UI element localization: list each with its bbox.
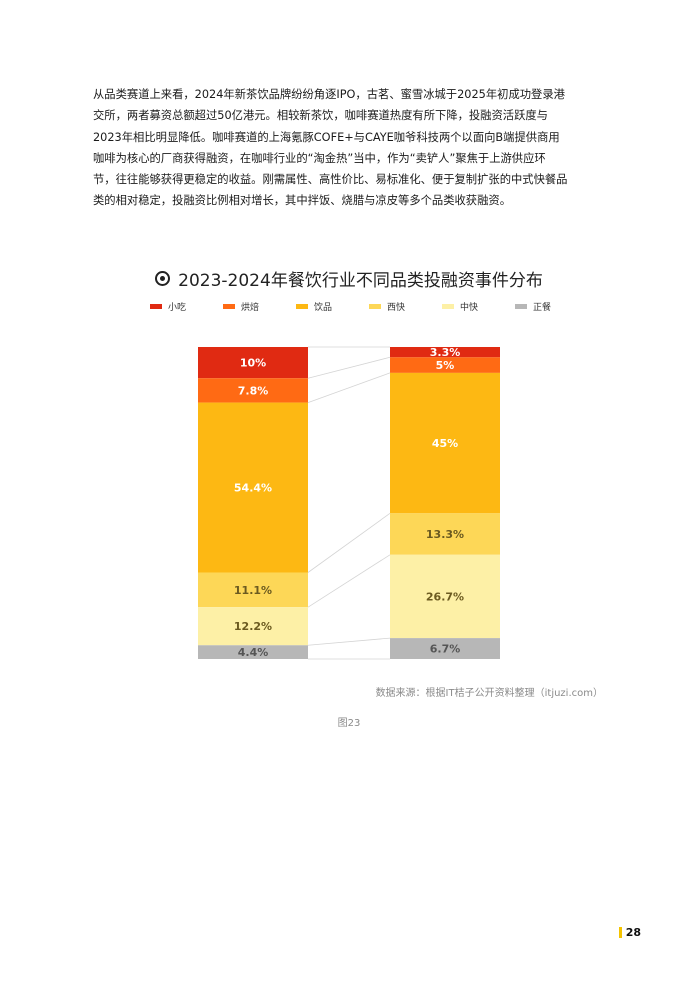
legend-item: 小吃 <box>150 300 186 313</box>
paragraph-line: 咖啡为核心的厂商获得融资，在咖啡行业的“淘金热”当中，作为“卖铲人”聚焦于上游供… <box>93 151 546 165</box>
bar-segment <box>390 513 500 555</box>
legend-label: 饮品 <box>314 303 333 313</box>
bar-segment <box>198 572 308 608</box>
legend-label: 中快 <box>460 303 479 313</box>
bar-segment <box>198 347 308 379</box>
connector-line <box>307 512 391 573</box>
data-label: 7.8% <box>238 384 269 397</box>
target-icon <box>155 271 171 286</box>
bar-segment <box>198 378 308 403</box>
data-label: 6.7% <box>430 643 461 656</box>
data-label: 10% <box>240 357 266 370</box>
chart-title: 2023-2024年餐饮行业不同品类投融资事件分布 <box>0 266 698 291</box>
paragraph-line: 2023年相比明显降低。咖啡赛道的上海氪豚COFE+与CAYE咖爷科技两个以面向… <box>93 130 560 144</box>
bar-segment <box>198 402 308 573</box>
data-label: 45% <box>432 437 458 450</box>
connector-line <box>307 637 391 646</box>
bar-segment <box>390 347 500 358</box>
bar-segment <box>390 357 500 373</box>
data-label: 26.7% <box>426 590 464 603</box>
legend-label: 西快 <box>387 303 406 313</box>
page-marker <box>618 927 622 938</box>
legend-swatch <box>515 304 527 309</box>
legend-item: 饮品 <box>296 300 332 313</box>
paragraph-line: 类的相对稳定，投融资比例相对增长，其中拌饭、烧腊与凉皮等多个品类收获融资。 <box>93 194 511 208</box>
legend-label: 小吃 <box>168 303 187 313</box>
bar-segment <box>198 645 308 659</box>
paragraph-line: 节，往往能够获得更稳定的收益。刚需属性、高性价比、易标准化、便于复制扩张的中式快… <box>93 173 568 187</box>
data-label: 4.4% <box>238 646 269 659</box>
legend-item: 烘焙 <box>223 300 259 313</box>
legend-label: 烘焙 <box>241 303 260 313</box>
page-number: 28 <box>618 926 641 939</box>
page-number-text: 28 <box>625 926 641 939</box>
chart-legend: 小吃 烘焙 饮品 西快 中快 正餐 <box>150 300 570 314</box>
legend-item: 正餐 <box>515 300 551 313</box>
chart-title-text: 2023-2024年餐饮行业不同品类投融资事件分布 <box>178 271 543 291</box>
bar-segment <box>198 607 308 646</box>
data-label: 11.1% <box>234 584 272 597</box>
bar-segment <box>390 554 500 639</box>
legend-item: 西快 <box>369 300 405 313</box>
connector-line <box>307 356 391 379</box>
legend-swatch <box>442 304 454 309</box>
legend-swatch <box>296 304 308 309</box>
legend-swatch <box>223 304 235 309</box>
data-label: 13.3% <box>426 528 464 541</box>
paragraph-line: 交所，两者募资总额超过50亿港元。相较新茶饮，咖啡赛道热度有所下降，投融资活跃度… <box>93 109 548 123</box>
legend-label: 正餐 <box>533 303 552 313</box>
data-label: 54.4% <box>234 482 272 495</box>
data-label: 3.3% <box>430 346 461 359</box>
paragraph-line: 从品类赛道上来看，2024年新茶饮品牌纷纷角逐IPO，古茗、蜜雪冰城于2025年… <box>93 88 565 101</box>
data-label: 5% <box>436 359 455 372</box>
legend-swatch <box>150 304 162 309</box>
bar-segment <box>390 372 500 514</box>
legend-swatch <box>369 304 381 309</box>
connector-line <box>307 554 391 608</box>
legend-item: 中快 <box>442 300 478 313</box>
data-label: 12.2% <box>234 620 272 633</box>
figure-caption: 图23 <box>337 718 361 729</box>
data-source: 数据来源：根据IT桔子公开资料整理（itjuzi.com） <box>375 688 603 699</box>
bar-segment <box>390 638 500 659</box>
connector-line <box>307 372 391 403</box>
intro-paragraph: 从品类赛道上来看，2024年新茶饮品牌纷纷角逐IPO，古茗、蜜雪冰城于2025年… <box>93 84 613 212</box>
